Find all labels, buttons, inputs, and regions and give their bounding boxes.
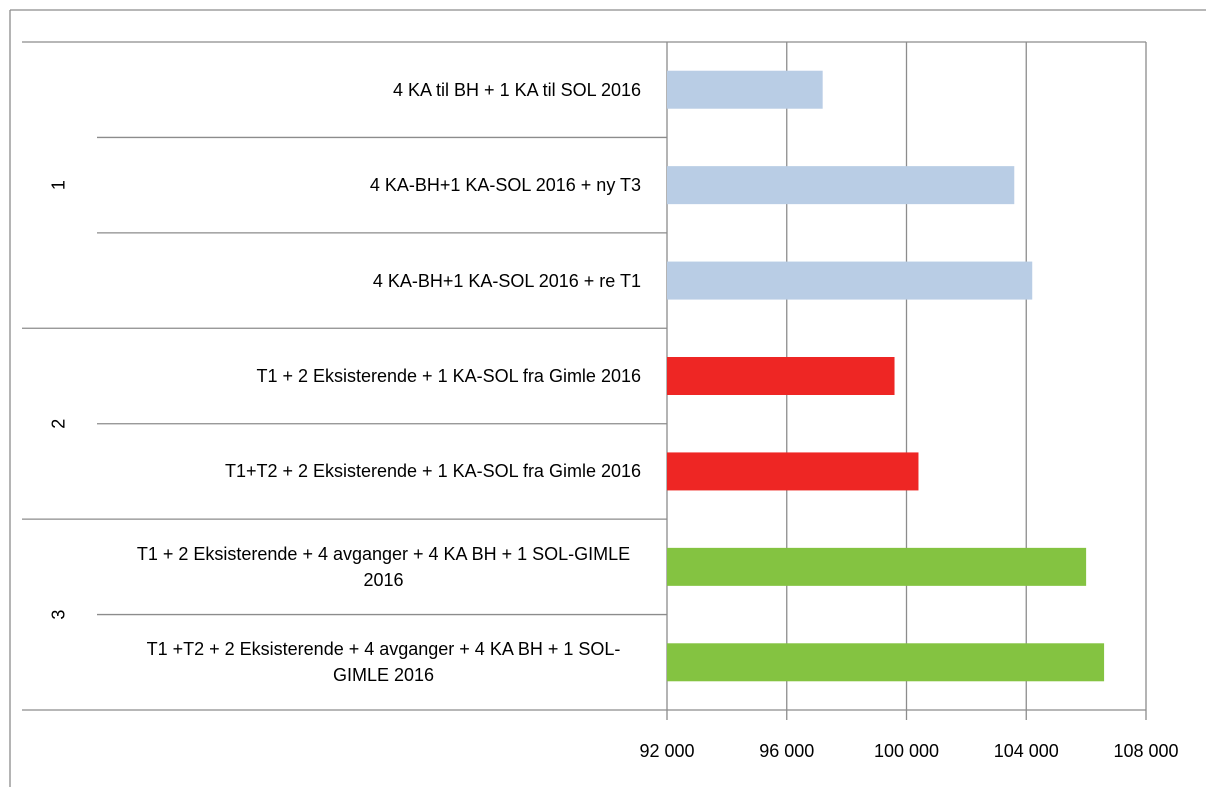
bar — [667, 452, 919, 491]
bar — [667, 643, 1105, 682]
bar — [667, 261, 1033, 300]
category-label: T1 + 2 Eksisterende + 4 avganger + 4 KA … — [100, 519, 641, 614]
category-label: T1 +T2 + 2 Eksisterende + 4 avganger + 4… — [100, 615, 641, 710]
bar — [667, 70, 823, 109]
x-tick-label: 96 000 — [759, 741, 814, 761]
category-text: T1 +T2 + 2 Eksisterende + 4 avganger + 4… — [146, 639, 621, 686]
bar — [667, 357, 895, 395]
x-tick-label: 92 000 — [639, 741, 694, 761]
x-tick-label: 104 000 — [994, 741, 1059, 761]
group-label: 3 — [49, 610, 69, 620]
category-text: T1+T2 + 2 Eksisterende + 1 KA-SOL fra Gi… — [224, 461, 641, 482]
group-label: 2 — [49, 419, 69, 429]
category-label: T1 + 2 Eksisterende + 1 KA-SOL fra Gimle… — [100, 328, 641, 423]
category-label: 4 KA-BH+1 KA-SOL 2016 + ny T3 — [100, 137, 641, 232]
category-text: T1 + 2 Eksisterende + 1 KA-SOL fra Gimle… — [256, 365, 641, 386]
category-text: 4 KA-BH+1 KA-SOL 2016 + ny T3 — [369, 175, 641, 196]
category-text: 4 KA til BH + 1 KA til SOL 2016 — [393, 79, 641, 100]
bar — [667, 166, 1015, 205]
category-label: T1+T2 + 2 Eksisterende + 1 KA-SOL fra Gi… — [100, 424, 641, 519]
bar — [667, 547, 1087, 586]
category-text: 4 KA-BH+1 KA-SOL 2016 + re T1 — [372, 270, 641, 291]
category-text: T1 + 2 Eksisterende + 4 avganger + 4 KA … — [136, 543, 631, 590]
category-label: 4 KA til BH + 1 KA til SOL 2016 — [100, 42, 641, 137]
x-tick-label: 108 000 — [1113, 741, 1178, 761]
x-tick-label: 100 000 — [874, 741, 939, 761]
category-label: 4 KA-BH+1 KA-SOL 2016 + re T1 — [100, 233, 641, 328]
group-label: 1 — [49, 180, 69, 190]
